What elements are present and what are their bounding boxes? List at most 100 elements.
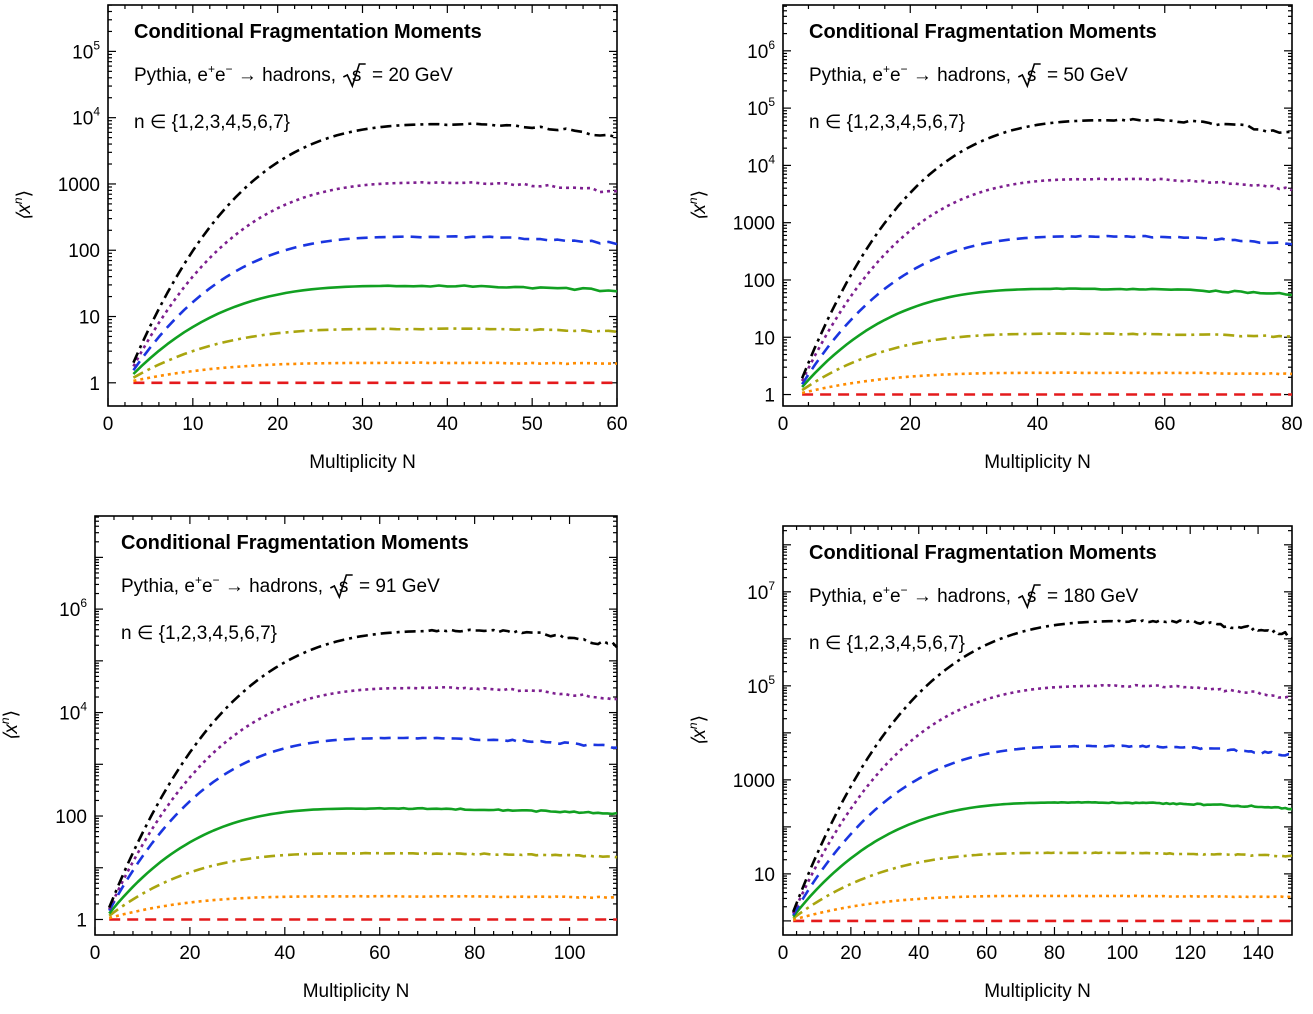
series-n7	[107, 628, 618, 908]
x-tick-label: 40	[437, 414, 458, 435]
n-range-label: n ∈ {1,2,3,4,5,6,7}	[809, 112, 965, 133]
y-tick-label: 105	[747, 673, 775, 698]
x-tick-label: 60	[606, 414, 627, 435]
series-n6	[792, 683, 1293, 914]
y-tick-label: 1	[764, 386, 775, 407]
series-n3	[132, 327, 618, 379]
y-axis-label: ⟨xn⟩	[0, 710, 22, 741]
y-tick-label: 105	[72, 38, 100, 63]
sqrt-sign	[1017, 584, 1041, 610]
series-n7	[800, 117, 1293, 379]
series-n4	[792, 800, 1292, 918]
panel-title: Conditional Fragmentation Moments	[809, 21, 1157, 43]
x-tick-label: 40	[274, 943, 295, 964]
x-tick-label: 0	[778, 414, 789, 435]
y-tick-label: 100	[68, 241, 100, 262]
y-tick-label: 10	[754, 328, 775, 349]
series-n7	[791, 619, 1293, 913]
y-tick-label: 104	[59, 700, 87, 725]
y-tick-label: 1	[76, 910, 87, 931]
series-n6	[108, 685, 618, 910]
y-tick-label: 1	[89, 374, 100, 395]
x-tick-label: 40	[1027, 414, 1048, 435]
series-n3	[801, 332, 1293, 392]
panel-subtitle: Pythia, e+e− → hadrons, s = 91 GeV	[121, 573, 440, 597]
x-axis-label: Multiplicity N	[303, 981, 410, 1002]
y-tick-label: 104	[72, 105, 100, 130]
y-tick-label: 105	[747, 95, 775, 120]
y-tick-label: 10	[79, 308, 100, 329]
y-tick-label: 106	[747, 38, 775, 63]
series-n5	[108, 736, 617, 912]
series-n7	[132, 122, 618, 364]
series-n3	[792, 851, 1293, 920]
y-tick-label: 1000	[733, 771, 775, 792]
x-tick-label: 20	[840, 943, 861, 964]
x-tick-label: 0	[103, 414, 114, 435]
y-axis-label: ⟨xn⟩	[11, 190, 35, 221]
x-axis-label: Multiplicity N	[984, 981, 1091, 1002]
y-tick-label: 10	[754, 865, 775, 886]
x-tick-label: 30	[352, 414, 373, 435]
x-tick-label: 80	[1281, 414, 1302, 435]
series-n5	[801, 234, 1293, 385]
n-range-label: n ∈ {1,2,3,4,5,6,7}	[134, 112, 290, 133]
series-n2	[133, 361, 617, 383]
panel-subtitle: Pythia, e+e− → hadrons, s = 50 GeV	[809, 62, 1128, 86]
series-n4	[132, 284, 618, 375]
plot-frame	[782, 525, 1293, 936]
panel-4: 0 20 40 60 80 100 120 140 10 1000 105 107 Multiplici…	[686, 525, 1293, 1002]
n-range-label: n ∈ {1,2,3,4,5,6,7}	[809, 633, 965, 654]
panel-3: 0 20 40 60 80 100 1 100 104 106 Multiplicity N ⟨xn⟩…	[0, 515, 618, 1002]
x-tick-label: 50	[522, 414, 543, 435]
y-tick-label: 106	[59, 596, 87, 621]
x-tick-label: 100	[554, 943, 586, 964]
x-tick-label: 60	[976, 943, 997, 964]
sqrt-sign	[342, 63, 366, 89]
panel-subtitle: Pythia, e+e− → hadrons, s = 20 GeV	[134, 62, 453, 86]
panel-2: 0 20 40 60 80 1 10 100 1000 104 105 106 Multiplicity…	[686, 4, 1303, 473]
x-tick-label: 0	[90, 943, 101, 964]
series-n5	[792, 744, 1293, 916]
x-tick-label: 80	[464, 943, 485, 964]
x-tick-label: 80	[1044, 943, 1065, 964]
y-tick-label: 1000	[58, 175, 100, 196]
n-range-label: n ∈ {1,2,3,4,5,6,7}	[121, 623, 277, 644]
sqrt-sign	[1017, 63, 1041, 89]
x-tick-label: 60	[369, 943, 390, 964]
x-tick-label: 20	[267, 414, 288, 435]
plot-frame	[94, 515, 618, 936]
sqrt-sign	[329, 574, 353, 600]
series-n6	[800, 177, 1293, 382]
y-tick-label: 107	[747, 579, 775, 604]
y-tick-label: 100	[55, 807, 87, 828]
x-tick-label: 60	[1154, 414, 1175, 435]
x-tick-label: 10	[182, 414, 203, 435]
x-tick-label: 20	[179, 943, 200, 964]
y-tick-label: 104	[747, 152, 775, 177]
panel-title: Conditional Fragmentation Moments	[809, 542, 1157, 564]
series-n5	[132, 235, 618, 371]
y-tick-label: 1000	[733, 214, 775, 235]
y-axis-label: ⟨xn⟩	[686, 190, 710, 221]
x-tick-label: 120	[1174, 943, 1206, 964]
y-tick-label: 100	[743, 271, 775, 292]
panel-title: Conditional Fragmentation Moments	[134, 21, 482, 43]
x-tick-label: 40	[908, 943, 929, 964]
panel-1: 0 10 20 30 40 50 60 1 10 100 1000 104 105 Multiplicit…	[11, 4, 628, 473]
series-n2	[801, 371, 1293, 395]
panel-title: Conditional Fragmentation Moments	[121, 532, 469, 554]
x-tick-label: 0	[778, 943, 789, 964]
y-axis-label: ⟨xn⟩	[686, 715, 710, 746]
x-tick-label: 140	[1242, 943, 1274, 964]
series-n6	[132, 181, 617, 368]
series-n3	[108, 851, 618, 917]
series-n4	[108, 806, 618, 915]
x-axis-label: Multiplicity N	[309, 452, 416, 473]
x-tick-label: 20	[900, 414, 921, 435]
x-tick-label: 100	[1106, 943, 1138, 964]
series-n2	[792, 894, 1293, 922]
series-n4	[801, 287, 1293, 388]
x-axis-label: Multiplicity N	[984, 452, 1091, 473]
